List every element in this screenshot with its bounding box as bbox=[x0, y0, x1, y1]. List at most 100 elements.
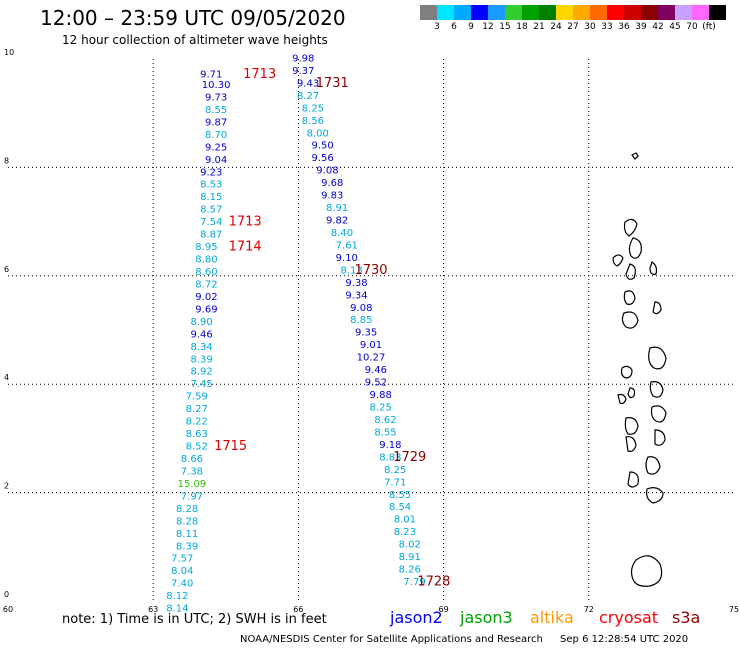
legend-swatch bbox=[641, 5, 658, 20]
legend-label: 6 bbox=[451, 22, 457, 32]
wave-height-value: 7.38 bbox=[181, 466, 203, 477]
legend-labels: 3 6 9 12 15 18 21 24 27 30 33 36 39 42 45 70 (ft) bbox=[420, 20, 740, 34]
pass-time-label: 1731 bbox=[316, 76, 349, 91]
legend-label: 9 bbox=[468, 22, 474, 32]
pass-time-label: 1729 bbox=[393, 450, 426, 465]
wave-height-value: 7.79 bbox=[403, 577, 425, 588]
legend-label: 30 bbox=[584, 22, 596, 32]
legend-swatch bbox=[556, 5, 573, 20]
wave-height-value: 9.23 bbox=[200, 167, 222, 178]
x-tick-label: 69 bbox=[439, 605, 449, 614]
wave-height-value: 8.22 bbox=[186, 417, 208, 428]
legend-swatches bbox=[420, 5, 740, 20]
footer-credit: NOAA/NESDIS Center for Satellite Applica… bbox=[240, 634, 543, 645]
wave-height-value: 9.46 bbox=[365, 365, 387, 376]
legend-swatch bbox=[607, 5, 624, 20]
wave-height-value: 8.14 bbox=[166, 604, 188, 615]
legend-label: 70 bbox=[686, 22, 698, 32]
wave-height-value: 8.25 bbox=[302, 103, 324, 114]
wave-height-value: 8.55 bbox=[374, 427, 396, 438]
wave-height-value: 9.69 bbox=[195, 304, 217, 315]
wave-height-value: 8.01 bbox=[394, 515, 416, 526]
legend-swatch bbox=[709, 5, 726, 20]
wave-height-value: 7.45 bbox=[190, 379, 212, 390]
wave-height-value: 8.53 bbox=[200, 180, 222, 191]
wave-height-value: 8.40 bbox=[331, 228, 353, 239]
y-tick-label: 0 bbox=[4, 590, 9, 599]
legend-swatch bbox=[539, 5, 556, 20]
island-outline bbox=[627, 387, 636, 399]
legend-swatch bbox=[437, 5, 454, 20]
legend-label: 45 bbox=[669, 22, 681, 32]
wave-height-value: 8.63 bbox=[186, 429, 208, 440]
legend-label: 39 bbox=[635, 22, 647, 32]
wave-height-value: 7.61 bbox=[336, 240, 358, 251]
pass-time-label: 1730 bbox=[354, 263, 387, 278]
wave-height-value: 8.11 bbox=[176, 529, 198, 540]
footer: NOAA/NESDIS Center for Satellite Applica… bbox=[240, 634, 702, 645]
wave-height-value: 8.34 bbox=[190, 342, 212, 353]
page-title: 12:00 – 23:59 UTC 09/05/2020 bbox=[40, 6, 346, 30]
satellite-name-cryosat: cryosat bbox=[599, 608, 659, 627]
legend-swatch bbox=[471, 5, 488, 20]
wave-height-value: 10.27 bbox=[357, 353, 386, 364]
island-outline bbox=[625, 436, 637, 452]
legend-swatch bbox=[488, 5, 505, 20]
wave-height-value: 9.37 bbox=[292, 66, 314, 77]
pass-time-label: 1713 bbox=[229, 215, 262, 230]
island-outline bbox=[650, 405, 667, 423]
legend-label: 33 bbox=[601, 22, 613, 32]
wave-height-value: 8.87 bbox=[200, 230, 222, 241]
wave-height-value: 9.04 bbox=[205, 155, 227, 166]
wave-height-value: 8.23 bbox=[394, 527, 416, 538]
island-outline bbox=[649, 261, 658, 275]
wave-height-value: 7.97 bbox=[181, 491, 203, 502]
wave-height-value: 8.26 bbox=[399, 565, 421, 576]
wave-height-value: 8.95 bbox=[195, 242, 217, 253]
pass-time-label: 1728 bbox=[417, 575, 450, 590]
wave-height-value: 8.13 bbox=[341, 265, 363, 276]
wave-height-value: 9.25 bbox=[205, 142, 227, 153]
legend-label: 36 bbox=[618, 22, 630, 32]
legend-label: 24 bbox=[550, 22, 562, 32]
wave-height-value: 8.27 bbox=[297, 91, 319, 102]
wave-height-value: 9.87 bbox=[205, 117, 227, 128]
island-outline bbox=[654, 429, 666, 446]
wave-height-value: 9.98 bbox=[292, 53, 314, 64]
wave-height-value: 8.56 bbox=[302, 116, 324, 127]
legend-label: 27 bbox=[567, 22, 579, 32]
island-outline bbox=[624, 417, 639, 435]
y-tick-label: 4 bbox=[4, 373, 9, 382]
wave-height-value: 9.83 bbox=[321, 191, 343, 202]
wave-height-value: 9.71 bbox=[200, 70, 222, 81]
wave-height-value: 9.08 bbox=[350, 303, 372, 314]
island-outline bbox=[649, 381, 664, 398]
color-legend: 3 6 9 12 15 18 21 24 27 30 33 36 39 42 45 70 (ft) bbox=[420, 5, 740, 34]
wave-height-value: 9.68 bbox=[321, 178, 343, 189]
legend-label: (ft) bbox=[702, 22, 716, 32]
wave-height-value: 8.54 bbox=[389, 502, 411, 513]
wave-height-value: 9.10 bbox=[336, 253, 358, 264]
pass-time-label: 1713 bbox=[243, 67, 276, 82]
wave-height-value: 8.66 bbox=[181, 454, 203, 465]
wave-height-value: 7.71 bbox=[384, 477, 406, 488]
wave-height-value: 8.62 bbox=[374, 415, 396, 426]
legend-swatch bbox=[692, 5, 709, 20]
wave-height-value: 8.52 bbox=[186, 442, 208, 453]
island-outline bbox=[617, 393, 627, 405]
y-tick-label: 2 bbox=[4, 482, 9, 491]
wave-height-value: 8.85 bbox=[350, 315, 372, 326]
island-outline bbox=[612, 254, 624, 267]
wave-height-value: 8.90 bbox=[190, 317, 212, 328]
wave-height-value: 9.08 bbox=[316, 166, 338, 177]
wave-height-value: 7.54 bbox=[200, 217, 222, 228]
wave-height-value: 15.09 bbox=[178, 479, 207, 490]
wave-height-value: 9.50 bbox=[311, 141, 333, 152]
wave-height-value: 9.43 bbox=[297, 78, 319, 89]
wave-height-value: 8.27 bbox=[186, 404, 208, 415]
island-outline bbox=[621, 311, 639, 329]
island-outline bbox=[627, 471, 639, 488]
x-tick-label: 63 bbox=[148, 605, 158, 614]
legend-swatch bbox=[658, 5, 675, 20]
y-tick-label: 6 bbox=[4, 265, 9, 274]
